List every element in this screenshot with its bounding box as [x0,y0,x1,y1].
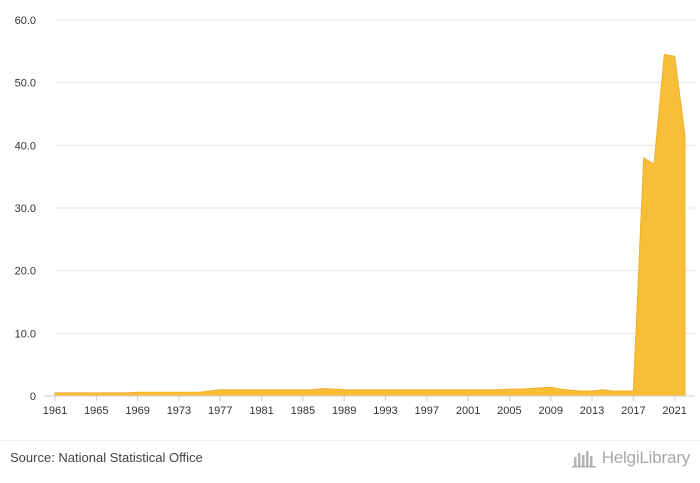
x-tick-label: 1965 [84,405,108,417]
area-series-fill [54,53,686,397]
helgi-library-logo[interactable]: HelgiLibrary [571,448,691,468]
x-tick-label: 1969 [125,405,149,417]
x-tick-label: 1977 [208,405,232,417]
x-tick-label: 2005 [497,405,521,417]
area-chart: 1961 1965 1969 1973 1977 1981 1985 1989 1993 1997… [15,15,695,417]
y-tick-label: 40.0 [15,140,36,152]
x-tick-label: 2009 [538,405,562,417]
x-tick-label: 1961 [43,405,67,417]
x-tick-label: 2001 [456,405,480,417]
x-tick-label: 1981 [249,405,273,417]
x-tick-label: 1985 [291,405,315,417]
area-series [54,53,686,397]
y-tick-label: 30.0 [15,203,36,215]
x-axis: 1961 1965 1969 1973 1977 1981 1985 1989 1993 1997… [43,395,695,417]
helgi-library-logo-icon [571,451,596,468]
y-axis: 0 10.0 20.0 30.0 40.0 50.0 60.0 [15,15,36,403]
y-tick-label: 60.0 [15,15,36,27]
x-tick-label: 1989 [332,405,356,417]
y-tick-label: 20.0 [15,266,36,278]
y-tick-label: 50.0 [15,78,36,90]
footer-divider [0,440,700,441]
x-tick-label: 2013 [580,405,604,417]
logo-text: HelgiLibrary [601,448,691,467]
x-tick-label: 2017 [621,405,645,417]
y-tick-label: 10.0 [15,328,36,340]
x-tick-label: 1973 [167,405,191,417]
x-tick-label: 1993 [373,405,397,417]
x-tick-label: 1997 [415,405,439,417]
grid-lines [55,19,695,334]
x-tick-label: 2021 [662,405,686,417]
y-tick-label: 0 [30,391,36,403]
source-note: Source: National Statistical Office [10,450,203,465]
